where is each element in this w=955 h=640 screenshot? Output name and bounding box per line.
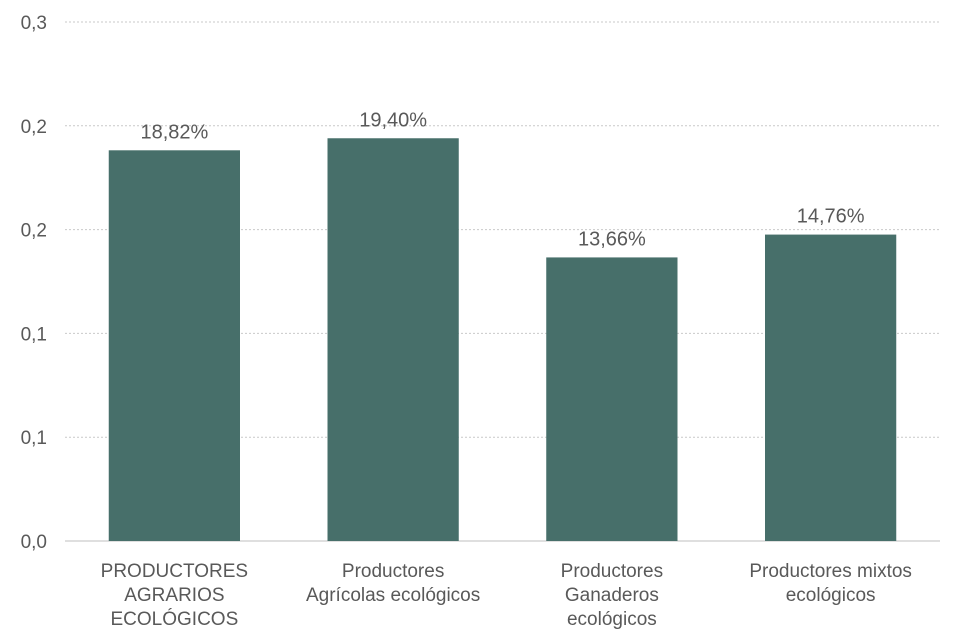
bar [765, 234, 897, 541]
x-tick-label: Agrícolas ecológicos [306, 585, 480, 606]
data-label: 13,66% [578, 228, 646, 250]
x-tick-label: Productores [561, 561, 663, 582]
x-tick-label: ECOLÓGICOS [111, 608, 239, 630]
data-label: 18,82% [140, 121, 208, 143]
bar [327, 138, 459, 542]
y-tick-label: 0,0 [21, 532, 47, 553]
x-tick-label: AGRARIOS [124, 585, 224, 606]
y-tick-label: 0,3 [21, 13, 47, 34]
y-tick-label: 0,1 [21, 324, 47, 345]
data-label: 14,76% [797, 206, 865, 228]
x-tick-label: Productores mixtos [749, 561, 912, 582]
y-tick-label: 0,1 [21, 428, 47, 449]
y-tick-label: 0,2 [21, 117, 47, 138]
bar [546, 257, 678, 541]
bar [108, 150, 240, 541]
data-label: 19,40% [359, 109, 427, 131]
x-tick-label: ecológicos [786, 585, 876, 606]
x-tick-label: Productores [342, 561, 444, 582]
x-tick-label: Ganaderos [565, 585, 659, 606]
x-tick-label: PRODUCTORES [101, 561, 248, 582]
x-tick-label: ecológicos [567, 609, 657, 630]
y-tick-label: 0,2 [21, 221, 47, 242]
